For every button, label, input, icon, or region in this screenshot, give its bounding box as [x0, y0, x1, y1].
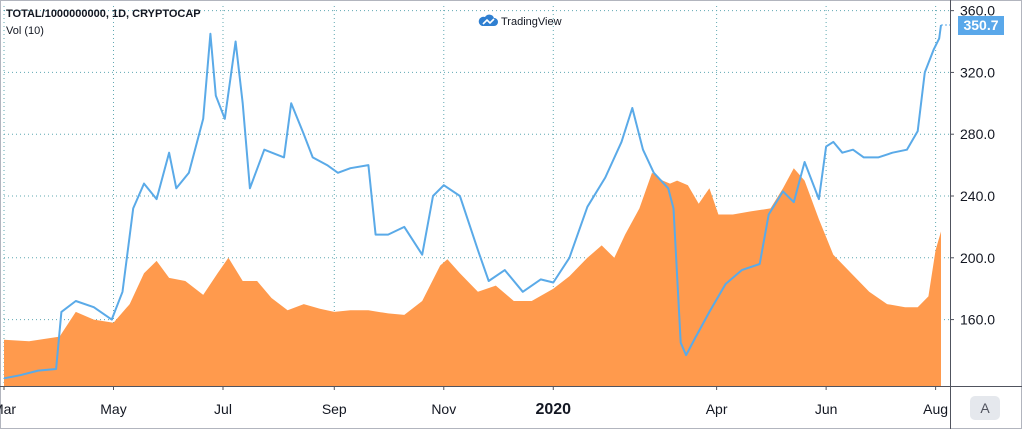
xtick-label-5: 2020 — [535, 401, 571, 418]
ytick-label-0: 160.0 — [960, 312, 995, 328]
tradingview-watermark: TradingView — [478, 14, 562, 30]
volume-indicator-label: Vol (10) — [6, 25, 44, 37]
xtick-label-4: Nov — [431, 401, 456, 417]
volume-area-series — [4, 168, 941, 386]
price-scale[interactable]: 160.0 200.0 240.0 280.0 320.0 360.0 — [950, 3, 995, 328]
time-scale[interactable]: Mar May Jul Sep Nov 2020 Apr Jun Aug — [0, 386, 948, 418]
ytick-label-5: 360.0 — [960, 3, 995, 19]
xtick-label-2: Jul — [214, 401, 232, 417]
xtick-label-1: May — [100, 401, 126, 417]
symbol-title: TOTAL/1000000000, 1D, CRYPTOCAP — [6, 8, 201, 20]
brand-name: TradingView — [501, 16, 562, 28]
ytick-label-1: 200.0 — [960, 250, 995, 266]
auto-scale-button[interactable]: A — [970, 396, 1000, 420]
ytick-label-4: 320.0 — [960, 64, 995, 80]
xtick-label-3: Sep — [322, 401, 347, 417]
xtick-label-8: Aug — [923, 401, 948, 417]
xtick-label-7: Jun — [815, 401, 838, 417]
last-price-tag: 350.7 — [958, 15, 1004, 35]
cloud-logo-icon — [478, 14, 498, 30]
price-line-series — [3, 24, 942, 380]
xtick-label-6: Apr — [706, 401, 728, 417]
ytick-label-3: 280.0 — [960, 126, 995, 142]
ytick-label-2: 240.0 — [960, 188, 995, 204]
xtick-label-0: Mar — [0, 401, 16, 417]
